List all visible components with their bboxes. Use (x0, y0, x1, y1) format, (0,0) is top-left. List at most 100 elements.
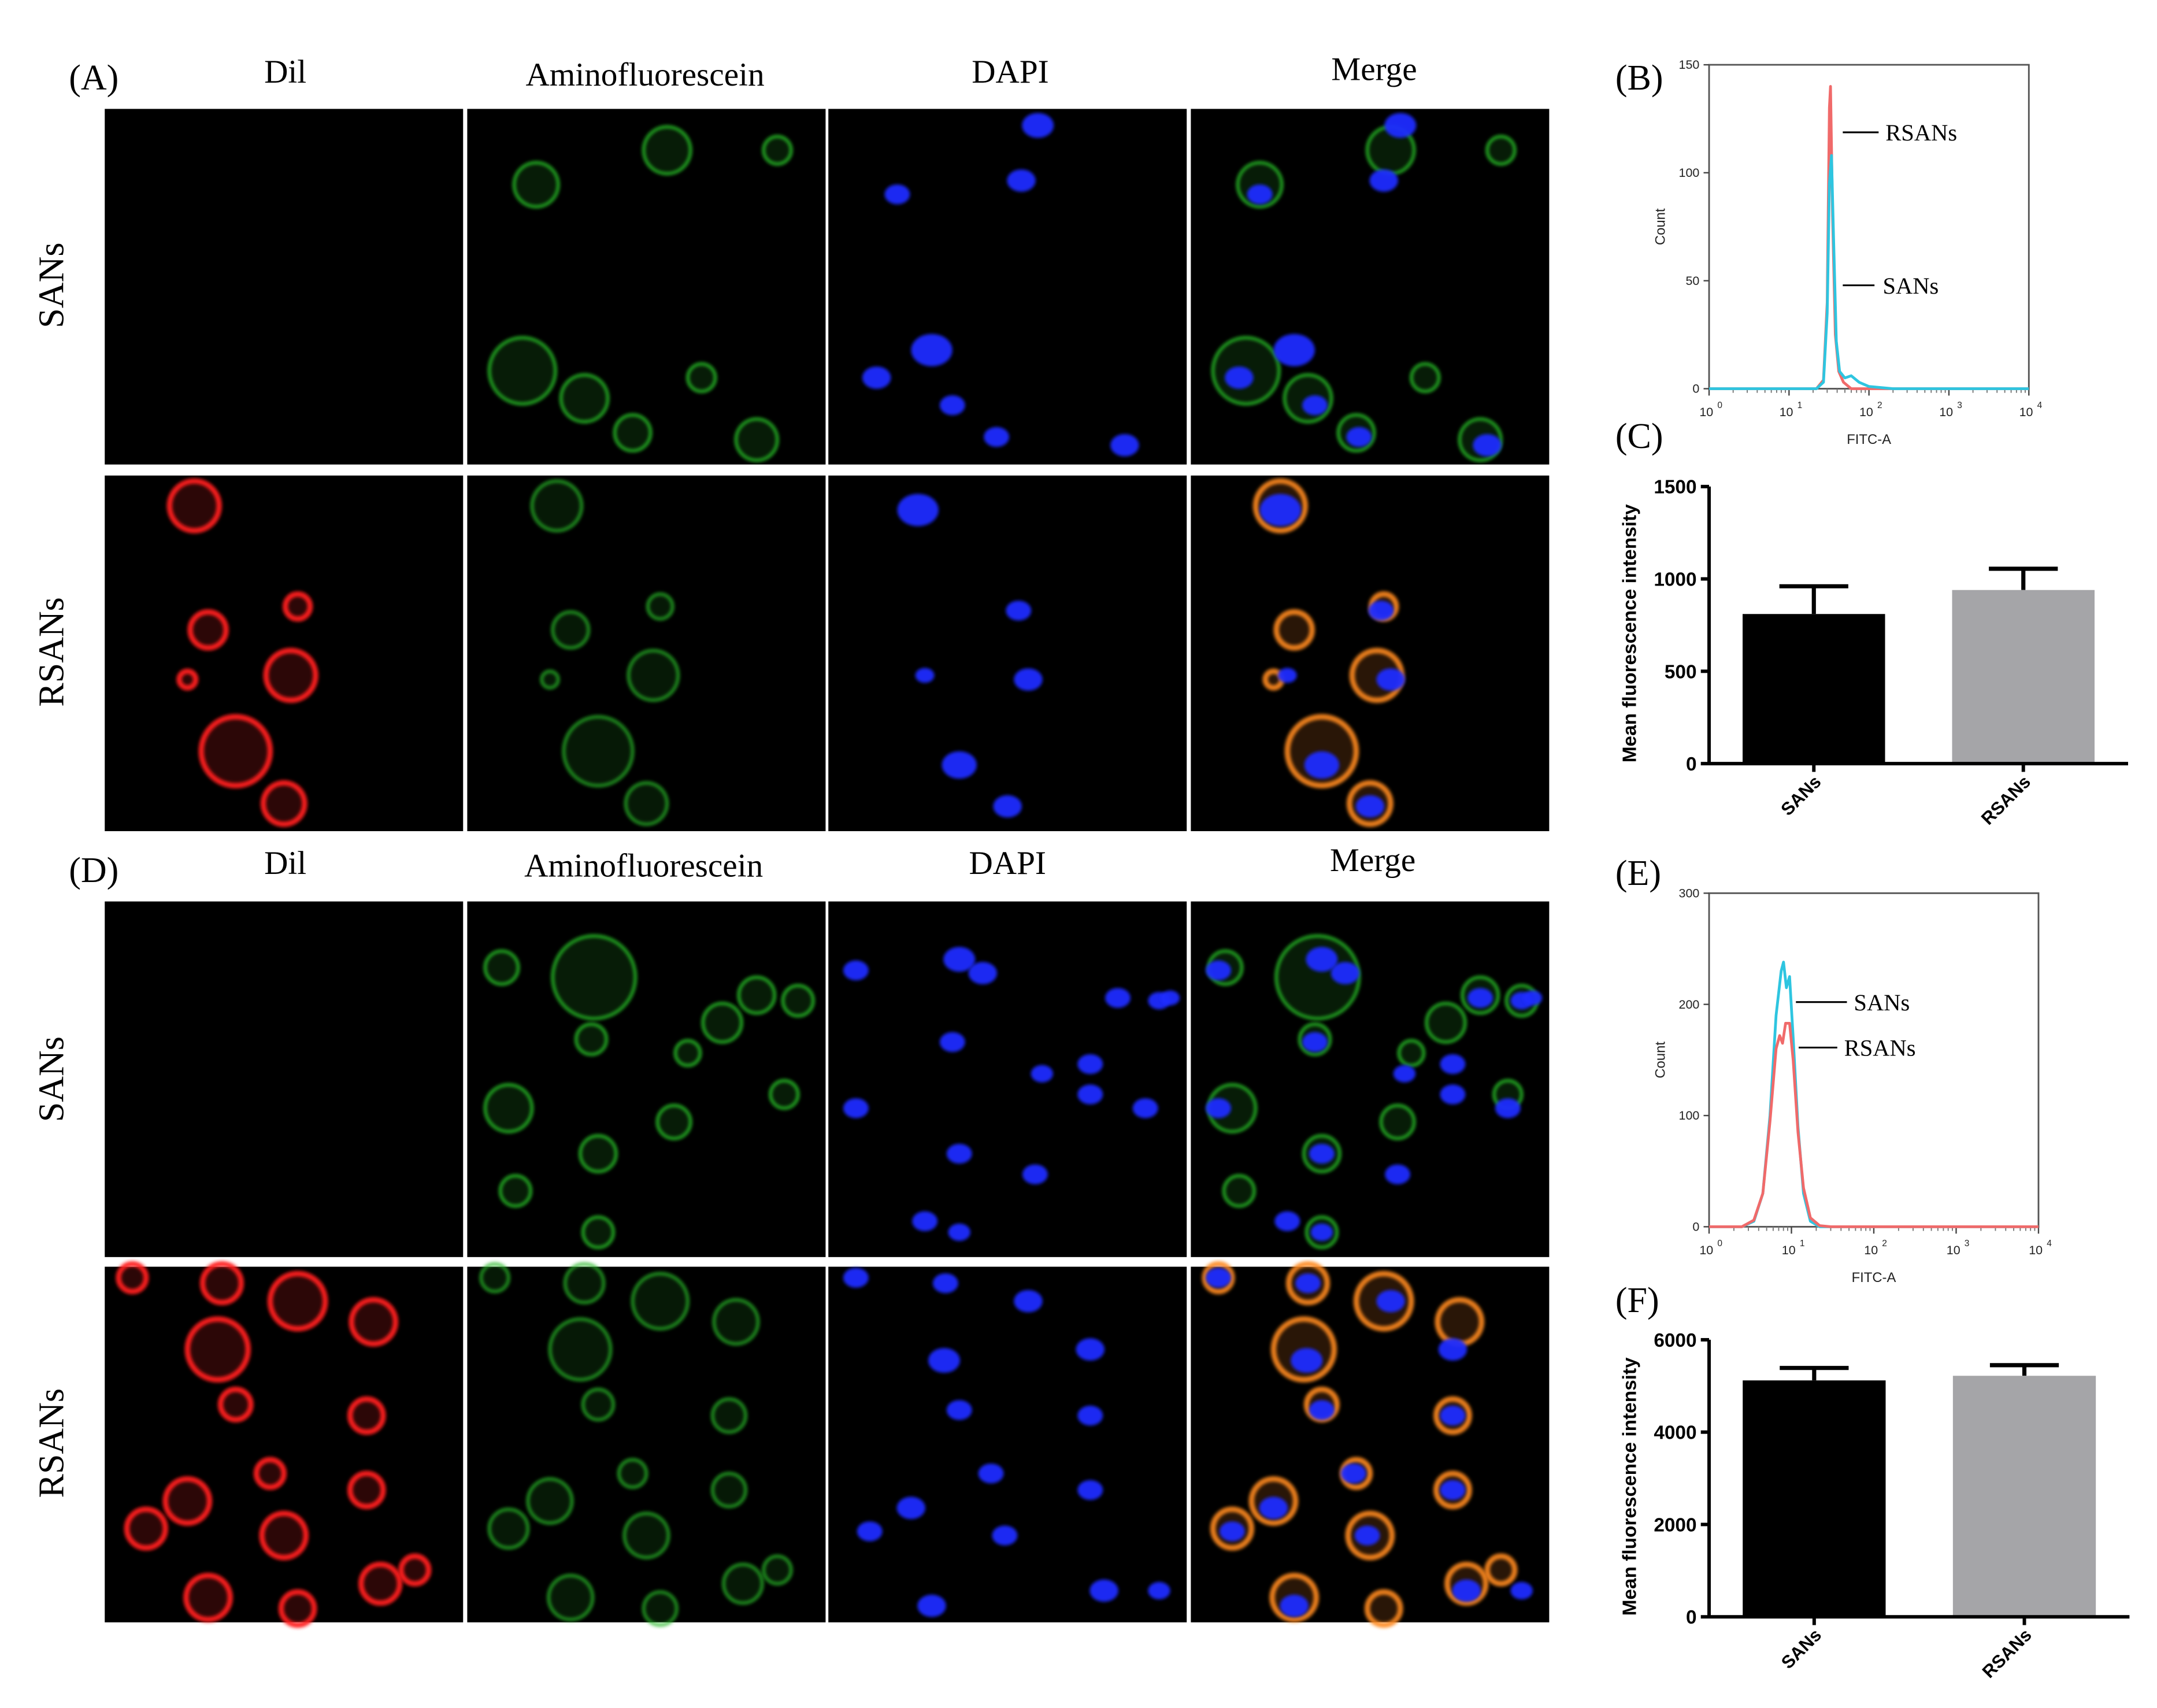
cell-ring (1484, 1553, 1518, 1587)
micrograph-d-rsans-dapi (828, 1266, 1187, 1622)
nucleus (1022, 1164, 1048, 1184)
cell-ring (253, 1457, 287, 1490)
x-tick-label: 10 (1859, 405, 1873, 419)
nucleus (1440, 1405, 1466, 1426)
y-tick-label: 4000 (1654, 1422, 1696, 1444)
cell-ring (1364, 1589, 1403, 1628)
cell-ring (1284, 714, 1359, 789)
cell-ring (701, 1002, 743, 1044)
cell-ring (347, 1470, 386, 1510)
nucleus (1007, 169, 1036, 192)
nucleus (843, 960, 869, 980)
nucleus (1467, 988, 1493, 1008)
nucleus (843, 1098, 869, 1118)
nucleus (948, 1223, 970, 1241)
cell-ring (263, 647, 318, 703)
nucleus (1273, 334, 1315, 366)
cell-ring (1222, 1174, 1257, 1208)
cell-ring (347, 1396, 386, 1435)
nucleus (1340, 1464, 1366, 1484)
micrograph-a-rsans-merge (1191, 475, 1550, 831)
y-tick-label: 200 (1679, 998, 1700, 1012)
cell-ring (278, 1589, 317, 1628)
nucleus (1354, 1525, 1380, 1546)
series-label-sans: SANs (1854, 990, 1910, 1016)
nucleus (1206, 1098, 1232, 1118)
nucleus (1280, 1594, 1309, 1617)
y-tick-label: 100 (1679, 166, 1700, 180)
nucleus (1438, 1338, 1467, 1361)
cell-ring (540, 669, 560, 690)
y-tick-label: 0 (1692, 1220, 1699, 1234)
bar-rsans (1952, 590, 2095, 764)
nucleus (1077, 1084, 1103, 1105)
cell-ring (479, 1262, 510, 1294)
nucleus (928, 1348, 960, 1373)
cell-ring (559, 373, 610, 424)
cell-ring (217, 1387, 254, 1423)
micrograph-d-sans-amino (467, 901, 826, 1257)
x-axis-label: FITC-A (1847, 432, 1891, 447)
nucleus (1473, 434, 1502, 457)
panel-label-d: (D) (69, 851, 118, 890)
nucleus (1384, 113, 1417, 138)
y-axis-label: Mean fluorescence intensity (1619, 504, 1641, 762)
x-tick-label: 10 (1947, 1243, 1960, 1257)
row-label-sans-top: SANs (32, 243, 72, 328)
nucleus (1291, 1348, 1323, 1373)
column-header-dil-top: Dil (264, 54, 306, 90)
cell-ring (622, 1511, 670, 1559)
cell-ring (198, 714, 273, 789)
cell-ring (124, 1506, 168, 1551)
nucleus (1259, 494, 1302, 527)
x-tick-label: RSANs (1978, 1625, 2036, 1682)
micrograph-a-sans-dapi (828, 109, 1187, 465)
micrograph-d-sans-merge (1191, 901, 1550, 1257)
nucleus (1309, 1143, 1335, 1164)
column-header-dapi-bottom: DAPI (969, 845, 1046, 881)
cell-ring (673, 1039, 702, 1068)
x-tick-label: 10 (1864, 1243, 1878, 1257)
cell-ring (655, 1103, 692, 1140)
nucleus (1310, 1223, 1333, 1241)
x-tick-exponent: 1 (1798, 401, 1803, 410)
cell-ring (548, 1317, 613, 1382)
column-header-dil-bottom: Dil (264, 845, 306, 881)
x-axis-label: FITC-A (1852, 1270, 1896, 1285)
nucleus (946, 1143, 972, 1164)
bar-sans (1743, 614, 1885, 764)
nucleus (942, 751, 977, 779)
y-tick-label: 100 (1679, 1109, 1700, 1122)
cell-ring (547, 1573, 595, 1622)
micrograph-d-sans-dil (105, 901, 464, 1257)
cell-ring (1274, 934, 1361, 1021)
micrograph-background (828, 1266, 1187, 1622)
cell-ring (483, 949, 520, 986)
cell-ring (260, 780, 307, 827)
nucleus (1277, 668, 1297, 683)
y-tick-label: 1000 (1654, 569, 1696, 590)
cell-ring (487, 1507, 530, 1550)
y-tick-label: 1500 (1654, 477, 1696, 498)
micrograph-background (105, 109, 464, 465)
micrograph-d-rsans-amino (467, 1262, 826, 1627)
cell-ring (1485, 135, 1517, 166)
y-tick-label: 300 (1679, 886, 1700, 900)
column-header-aminofluorescein-bottom: Aminofluorescein (524, 848, 763, 884)
cell-ring (574, 1022, 609, 1057)
nucleus (843, 1268, 869, 1288)
nucleus (1014, 668, 1043, 691)
nucleus (1077, 1054, 1103, 1075)
nucleus (896, 1496, 925, 1520)
x-tick-label: RSANs (1977, 772, 2034, 829)
nucleus (1385, 1164, 1411, 1184)
cell-ring (646, 592, 674, 621)
cell-ring (1397, 1039, 1426, 1068)
row-label-rsans-top: RSANs (32, 597, 72, 707)
x-tick-exponent: 0 (1717, 401, 1722, 410)
nucleus (917, 1594, 946, 1617)
nucleus (1132, 1098, 1158, 1118)
micrograph-grid (105, 109, 1550, 1628)
